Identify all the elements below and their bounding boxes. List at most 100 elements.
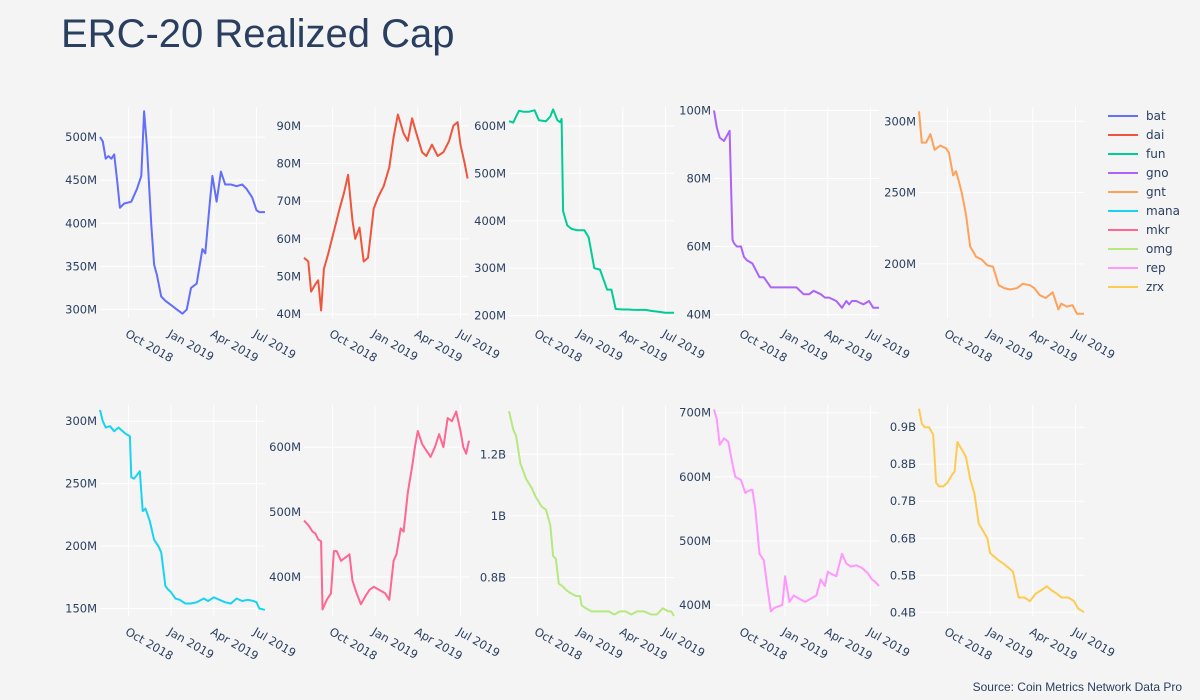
y-tick-label: 0.8B	[890, 457, 916, 471]
series-line-zrx[interactable]	[918, 408, 1085, 614]
x-tick-label: Apr 2019	[822, 326, 875, 365]
y-tick-label: 0.9B	[890, 420, 916, 434]
series-line-fun[interactable]	[508, 108, 674, 314]
legend-item-dai[interactable]: dai	[1108, 125, 1180, 144]
legend-swatch-icon	[1108, 114, 1138, 117]
legend-label: mkr	[1146, 222, 1170, 237]
series-line-gno[interactable]	[713, 110, 879, 309]
x-tick-label: Oct 2018	[737, 326, 790, 365]
x-tick-label: Oct 2018	[123, 624, 176, 663]
y-tick-label: 1B	[491, 509, 506, 523]
legend-label: fun	[1146, 146, 1166, 161]
series-line-rep[interactable]	[713, 409, 880, 613]
legend-item-omg[interactable]: omg	[1108, 239, 1180, 258]
series-line-dai[interactable]	[303, 113, 469, 312]
y-tick-label: 400M	[474, 214, 506, 228]
legend-label: mana	[1146, 203, 1181, 218]
legend-label: bat	[1146, 108, 1166, 123]
y-tick-label: 250M	[65, 477, 97, 491]
chart-title: ERC-20 Realized Cap	[61, 12, 455, 56]
x-tick-label: Oct 2018	[123, 326, 176, 365]
y-tick-label: 0.7B	[890, 494, 916, 508]
y-tick-label: 0.8B	[480, 570, 506, 584]
y-tick-label: 300M	[65, 302, 97, 316]
legend-item-bat[interactable]: bat	[1108, 106, 1180, 125]
x-tick-label: Oct 2018	[327, 624, 380, 663]
y-tick-label: 150M	[65, 602, 97, 616]
legend-swatch-icon	[1108, 228, 1138, 231]
y-tick-label: 80M	[686, 171, 711, 185]
y-tick-label: 80M	[276, 157, 301, 171]
series-line-omg[interactable]	[508, 410, 675, 617]
legend-label: gno	[1146, 165, 1169, 180]
legend-swatch-icon	[1108, 247, 1138, 250]
legend-label: gnt	[1146, 184, 1166, 199]
y-tick-label: 500M	[474, 166, 506, 180]
x-tick-label: Apr 2019	[1027, 624, 1080, 663]
y-tick-label: 300M	[474, 261, 506, 275]
x-tick-label: Apr 2019	[208, 624, 261, 663]
x-tick-label: Oct 2018	[532, 326, 585, 365]
legend-item-gnt[interactable]: gnt	[1108, 182, 1180, 201]
legend-swatch-icon	[1108, 266, 1138, 269]
y-tick-label: 70M	[276, 194, 301, 208]
y-tick-label: 100M	[679, 103, 711, 117]
legend-swatch-icon	[1108, 133, 1138, 136]
x-tick-label: Apr 2019	[1027, 326, 1080, 365]
legend-swatch-icon	[1108, 285, 1138, 288]
x-tick-label: Apr 2019	[617, 326, 670, 365]
y-tick-label: 700M	[679, 406, 711, 420]
series-line-bat[interactable]	[99, 110, 265, 315]
series-line-mkr[interactable]	[303, 410, 470, 611]
y-tick-label: 600M	[679, 470, 711, 484]
legend-item-rep[interactable]: rep	[1108, 258, 1180, 277]
y-tick-label: 0.5B	[890, 568, 916, 582]
y-tick-label: 400M	[65, 216, 97, 230]
y-tick-label: 300M	[65, 414, 97, 428]
x-tick-label: Oct 2018	[532, 624, 585, 663]
legend-swatch-icon	[1108, 171, 1138, 174]
x-tick-label: Oct 2018	[737, 624, 790, 663]
y-tick-label: 90M	[276, 119, 301, 133]
legend: bat dai fun gno gnt mana mkr omg rep zrx	[1108, 106, 1180, 296]
y-tick-label: 200M	[884, 257, 916, 271]
x-tick-label: Oct 2018	[327, 326, 380, 365]
x-tick-label: Apr 2019	[617, 624, 670, 663]
legend-label: dai	[1146, 127, 1165, 142]
legend-swatch-icon	[1108, 152, 1138, 155]
source-note: Source: Coin Metrics Network Data Pro	[972, 680, 1182, 694]
y-tick-label: 600M	[474, 119, 506, 133]
series-line-mana[interactable]	[99, 409, 266, 611]
y-tick-label: 60M	[276, 232, 301, 246]
y-tick-label: 0.6B	[890, 531, 916, 545]
x-tick-label: Oct 2018	[942, 624, 995, 663]
y-tick-label: 0.4B	[890, 605, 916, 619]
legend-label: rep	[1146, 260, 1166, 275]
y-tick-label: 200M	[474, 309, 506, 323]
legend-item-mana[interactable]: mana	[1108, 201, 1180, 220]
legend-item-fun[interactable]: fun	[1108, 144, 1180, 163]
series-line-gnt[interactable]	[918, 111, 1084, 315]
y-tick-label: 200M	[65, 539, 97, 553]
x-tick-label: Oct 2018	[942, 326, 995, 365]
x-tick-label: Apr 2019	[412, 326, 465, 365]
legend-item-gno[interactable]: gno	[1108, 163, 1180, 182]
y-tick-label: 600M	[269, 440, 301, 454]
y-tick-label: 500M	[269, 505, 301, 519]
legend-item-mkr[interactable]: mkr	[1108, 220, 1180, 239]
y-tick-label: 250M	[884, 186, 916, 200]
y-tick-label: 40M	[276, 307, 301, 321]
legend-item-zrx[interactable]: zrx	[1108, 277, 1180, 296]
legend-label: omg	[1146, 241, 1173, 256]
y-tick-label: 450M	[65, 173, 97, 187]
